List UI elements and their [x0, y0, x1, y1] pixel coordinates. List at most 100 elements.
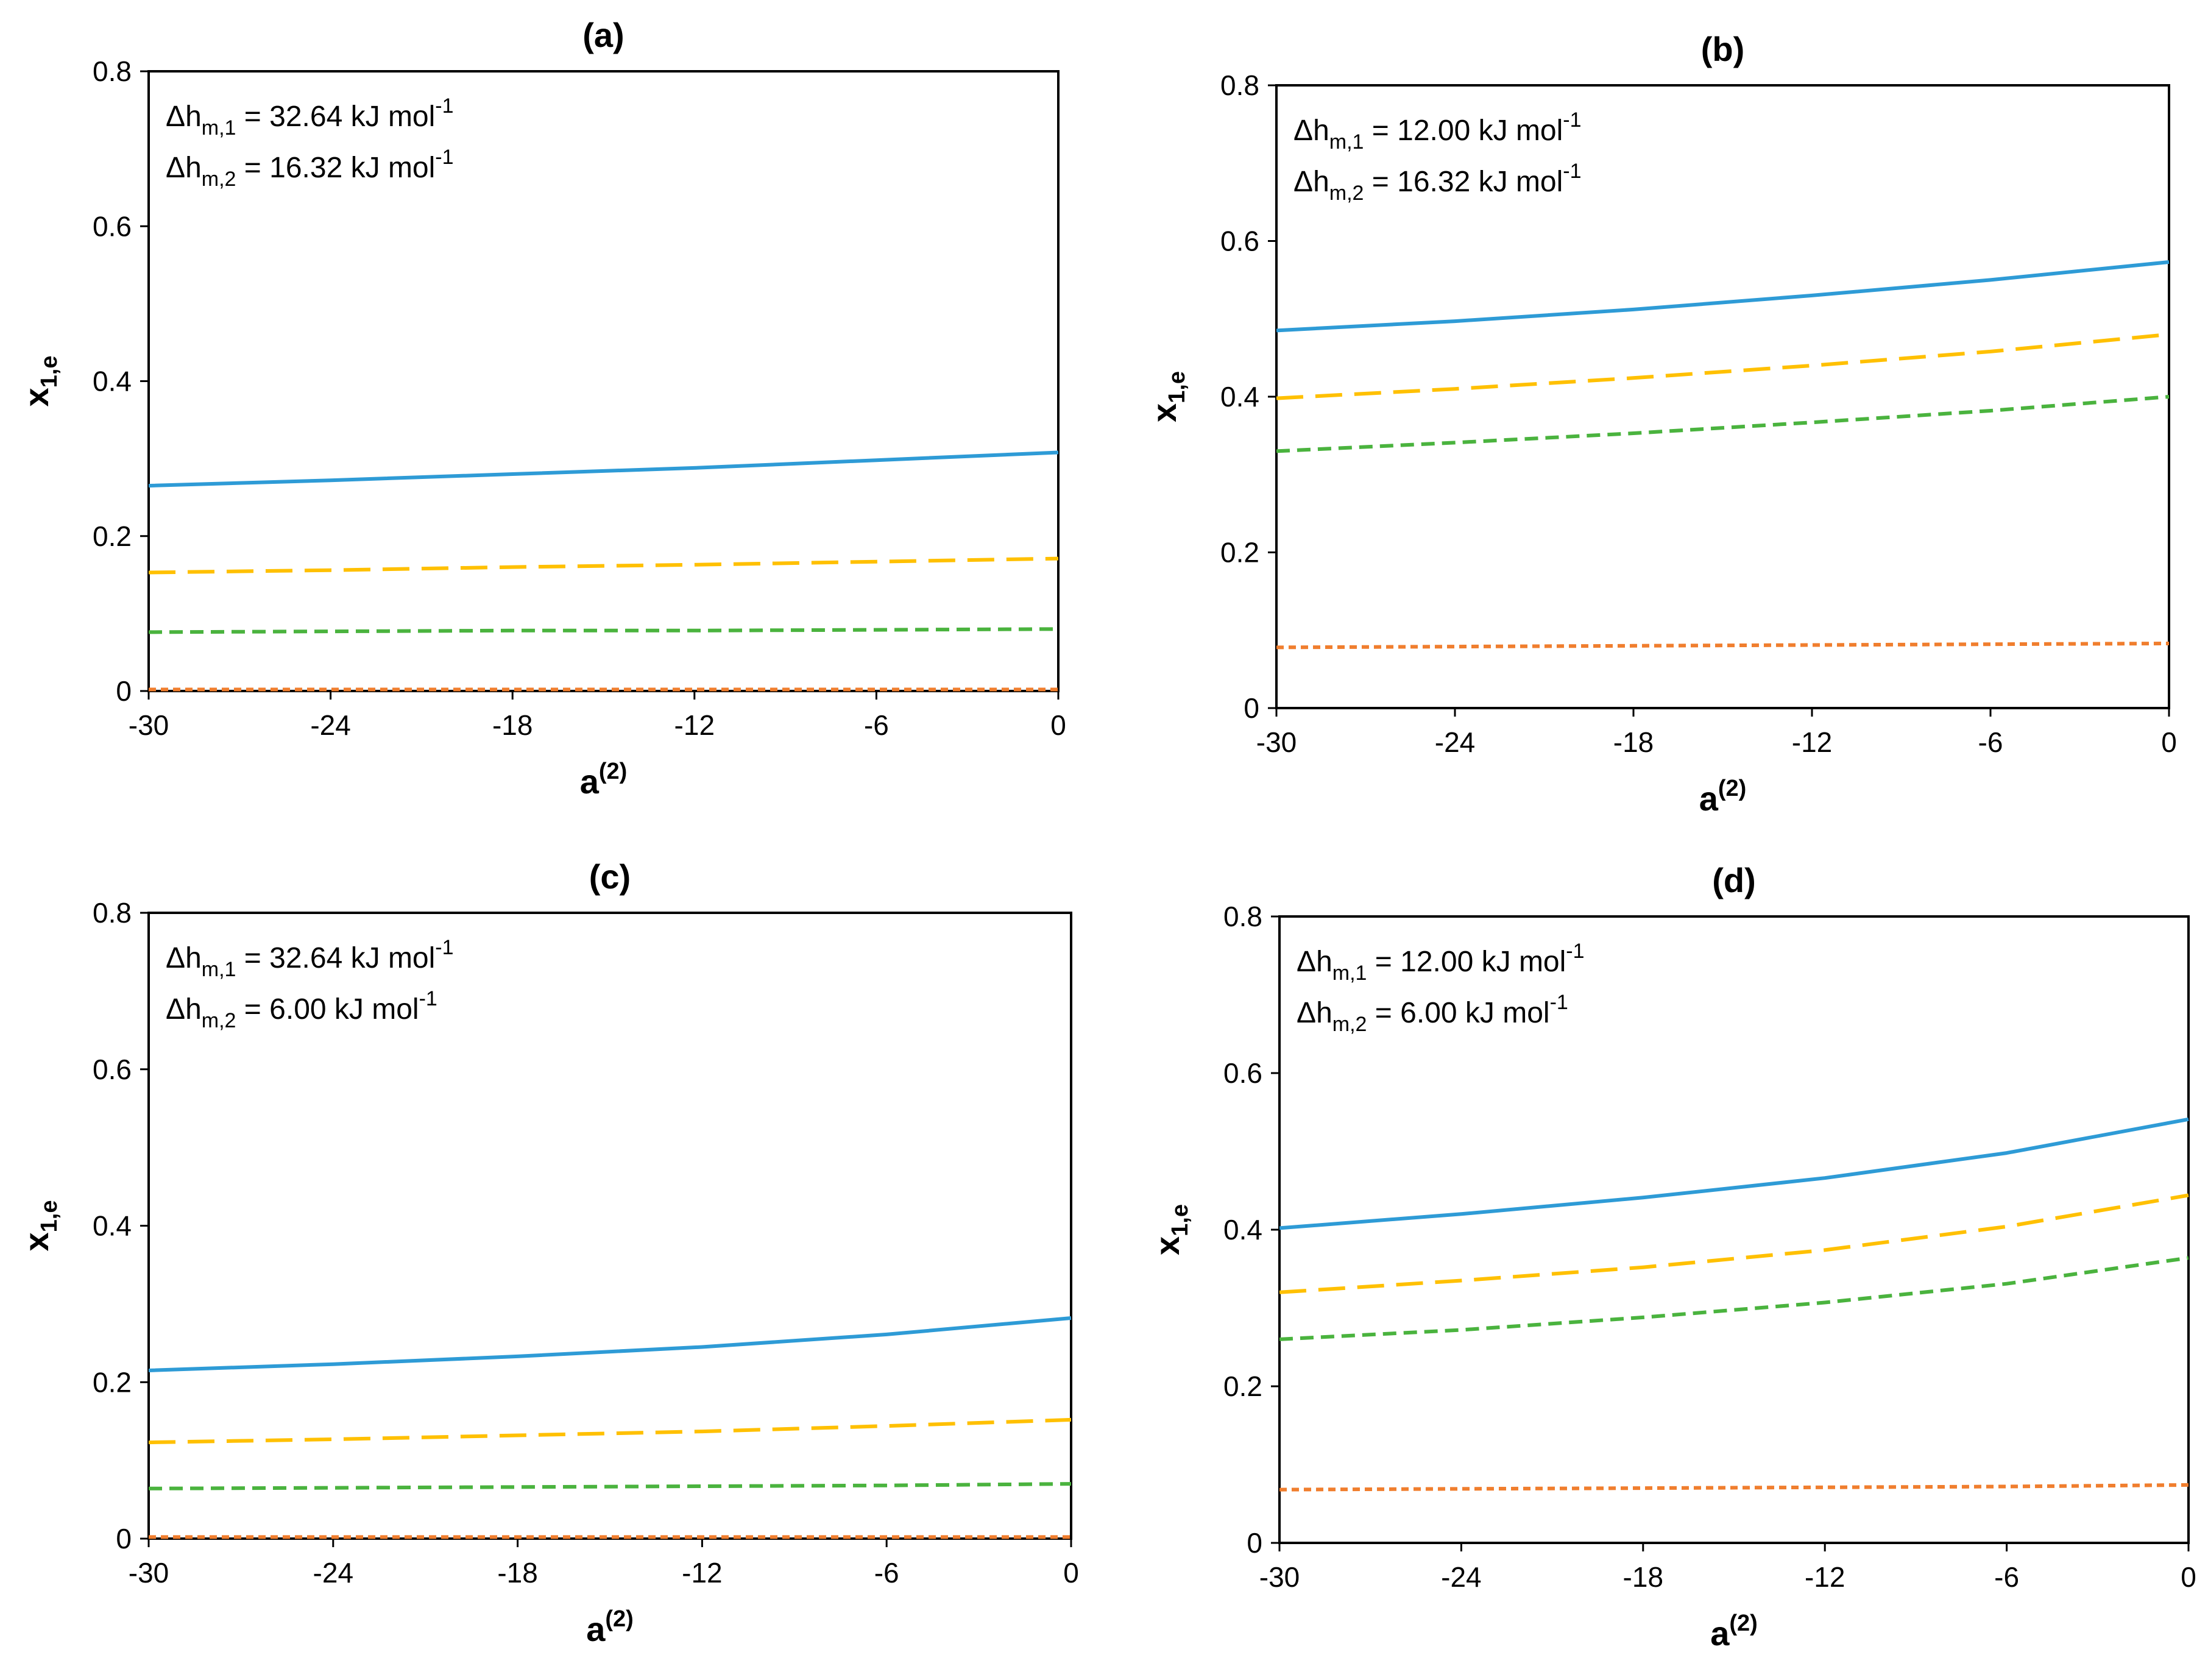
annotation-subscript: m,2: [1329, 182, 1364, 205]
annotation-subscript: m,1: [1332, 962, 1367, 985]
x-axis-label-sup: (2): [599, 759, 627, 784]
y-tick-label: 0: [1247, 1527, 1262, 1559]
x-tick-label: -6: [1978, 726, 2003, 758]
x-axis-label-sup: (2): [1729, 1611, 1757, 1636]
enthalpy-annotation: Δhm,1 = 32.64 kJ mol-1: [166, 94, 454, 140]
x-axis-label-sup: (2): [1718, 776, 1746, 801]
x-tick-label: 0: [1063, 1557, 1079, 1589]
panel-title: (c): [589, 857, 631, 896]
annotation-superscript: -1: [1563, 160, 1581, 183]
y-axis-label: x1,e: [17, 1200, 62, 1252]
annotation-text: = 12.00 kJ mol: [1367, 946, 1566, 978]
y-tick-label: 0.2: [1223, 1370, 1262, 1402]
series-line-3: [1276, 395, 2170, 453]
annotation-symbol: Δh: [166, 993, 202, 1026]
x-axis-label: a(2): [580, 759, 628, 801]
annotation-subscript: m,2: [202, 1009, 236, 1032]
annotation-subscript: m,2: [202, 168, 236, 191]
series-line-1: [148, 450, 1059, 488]
y-tick-label: 0.4: [93, 366, 132, 397]
x-tick-label: -24: [313, 1557, 353, 1589]
x-tick-label: -18: [1613, 726, 1654, 758]
x-tick-label: -18: [492, 709, 533, 741]
x-tick-label: -30: [1256, 726, 1297, 758]
series-line-4: [1279, 1483, 2189, 1492]
annotation-superscript: -1: [435, 146, 453, 169]
x-tick-label: -30: [129, 709, 169, 741]
x-axis-label-main: a: [1699, 779, 1719, 818]
annotation-superscript: -1: [1563, 108, 1581, 132]
plot-area: [1278, 915, 2190, 1544]
series-line-1: [1276, 260, 2170, 333]
y-tick-label: 0.2: [1220, 537, 1259, 569]
panel-d: (d) 0 0.2 0.4 0.6 0.8 -30 -24 -18 -12 -6 0 a(2) x1,e Δ…: [1148, 861, 2196, 1653]
annotation-superscript: -1: [419, 987, 437, 1010]
plot-area: [147, 70, 1060, 692]
enthalpy-annotation: Δhm,2 = 16.32 kJ mol-1: [1293, 160, 1582, 205]
annotation-superscript: -1: [1566, 940, 1584, 963]
y-tick-label: 0: [1244, 692, 1259, 724]
annotation-symbol: Δh: [166, 942, 202, 974]
annotation-text: = 16.32 kJ mol: [236, 152, 435, 184]
x-axis-label: a(2): [1699, 776, 1747, 818]
x-tick-label: -24: [1435, 726, 1475, 758]
x-tick-label: 0: [2161, 726, 2177, 758]
x-tick-label: -18: [497, 1557, 537, 1589]
enthalpy-annotation: Δhm,2 = 16.32 kJ mol-1: [166, 146, 454, 191]
annotation-symbol: Δh: [1293, 115, 1329, 147]
x-tick-label: -12: [1805, 1561, 1845, 1593]
x-axis-label-main: a: [1710, 1614, 1730, 1653]
plot-area: [147, 912, 1072, 1540]
x-axis-label-main: a: [580, 762, 600, 801]
series-line-2: [1276, 332, 2170, 400]
y-tick-label: 0.2: [93, 520, 132, 552]
y-axis-label-sub: 1,e: [37, 1200, 62, 1233]
annotation-text: = 16.32 kJ mol: [1364, 166, 1563, 198]
annotation-text: = 6.00 kJ mol: [236, 993, 419, 1026]
x-tick-label: -12: [674, 709, 715, 741]
annotation-subscript: m,1: [202, 116, 236, 140]
panel-title: (b): [1701, 30, 1745, 68]
x-tick-label: -30: [1259, 1561, 1300, 1593]
enthalpy-annotation: Δhm,1 = 32.64 kJ mol-1: [166, 936, 454, 981]
annotation-text: = 6.00 kJ mol: [1367, 997, 1549, 1029]
x-axis-label-sup: (2): [605, 1606, 633, 1632]
y-tick-label: 0.8: [93, 897, 132, 929]
series-line-4: [1276, 642, 2170, 650]
y-tick-label: 0.4: [93, 1210, 132, 1242]
annotation-text: = 32.64 kJ mol: [236, 942, 435, 974]
y-axis-label: x1,e: [1145, 371, 1190, 422]
x-tick-label: -24: [310, 709, 350, 741]
y-tick-label: 0.6: [1223, 1057, 1262, 1089]
annotation-superscript: -1: [435, 936, 453, 959]
x-tick-label: -6: [874, 1557, 899, 1589]
panel-a: (a) 0 0.2 0.4 0.6 0.8 -30 -24 -18 -12 -6 0 a(2) x1,e Δ…: [17, 16, 1066, 801]
y-tick-label: 0.6: [1220, 225, 1259, 257]
x-tick-label: 0: [2181, 1561, 2196, 1593]
series-line-3: [148, 627, 1059, 634]
y-axis-label: x1,e: [1148, 1204, 1193, 1255]
panel-title: (a): [582, 16, 624, 54]
y-axis-label: x1,e: [17, 356, 62, 407]
annotation-subscript: m,2: [1332, 1013, 1367, 1036]
y-axis-label-sub: 1,e: [1164, 371, 1190, 403]
y-axis-label-main: x: [17, 1232, 55, 1251]
x-axis-label: a(2): [586, 1606, 634, 1648]
y-tick-label: 0.8: [1223, 901, 1262, 932]
y-tick-label: 0.8: [1220, 69, 1259, 101]
x-axis-label-main: a: [586, 1610, 606, 1648]
x-tick-label: -6: [1994, 1561, 2019, 1593]
annotation-symbol: Δh: [1297, 997, 1332, 1029]
enthalpy-annotation: Δhm,1 = 12.00 kJ mol-1: [1297, 940, 1585, 985]
annotation-text: = 12.00 kJ mol: [1364, 115, 1563, 147]
y-tick-label: 0.4: [1220, 381, 1259, 413]
panel-b: (b) 0 0.2 0.4 0.6 0.8 -30 -24 -18 -12 -6 0 a(2) x1,e Δ…: [1145, 30, 2177, 818]
annotation-symbol: Δh: [166, 152, 202, 184]
x-tick-label: -18: [1623, 1561, 1663, 1593]
annotation-subscript: m,1: [202, 958, 236, 981]
series-line-1: [148, 1316, 1072, 1372]
y-axis-label-main: x: [1148, 1236, 1186, 1255]
y-axis-label-sub: 1,e: [1167, 1204, 1193, 1236]
series-line-2: [1279, 1193, 2189, 1294]
series-line-1: [1279, 1117, 2189, 1230]
